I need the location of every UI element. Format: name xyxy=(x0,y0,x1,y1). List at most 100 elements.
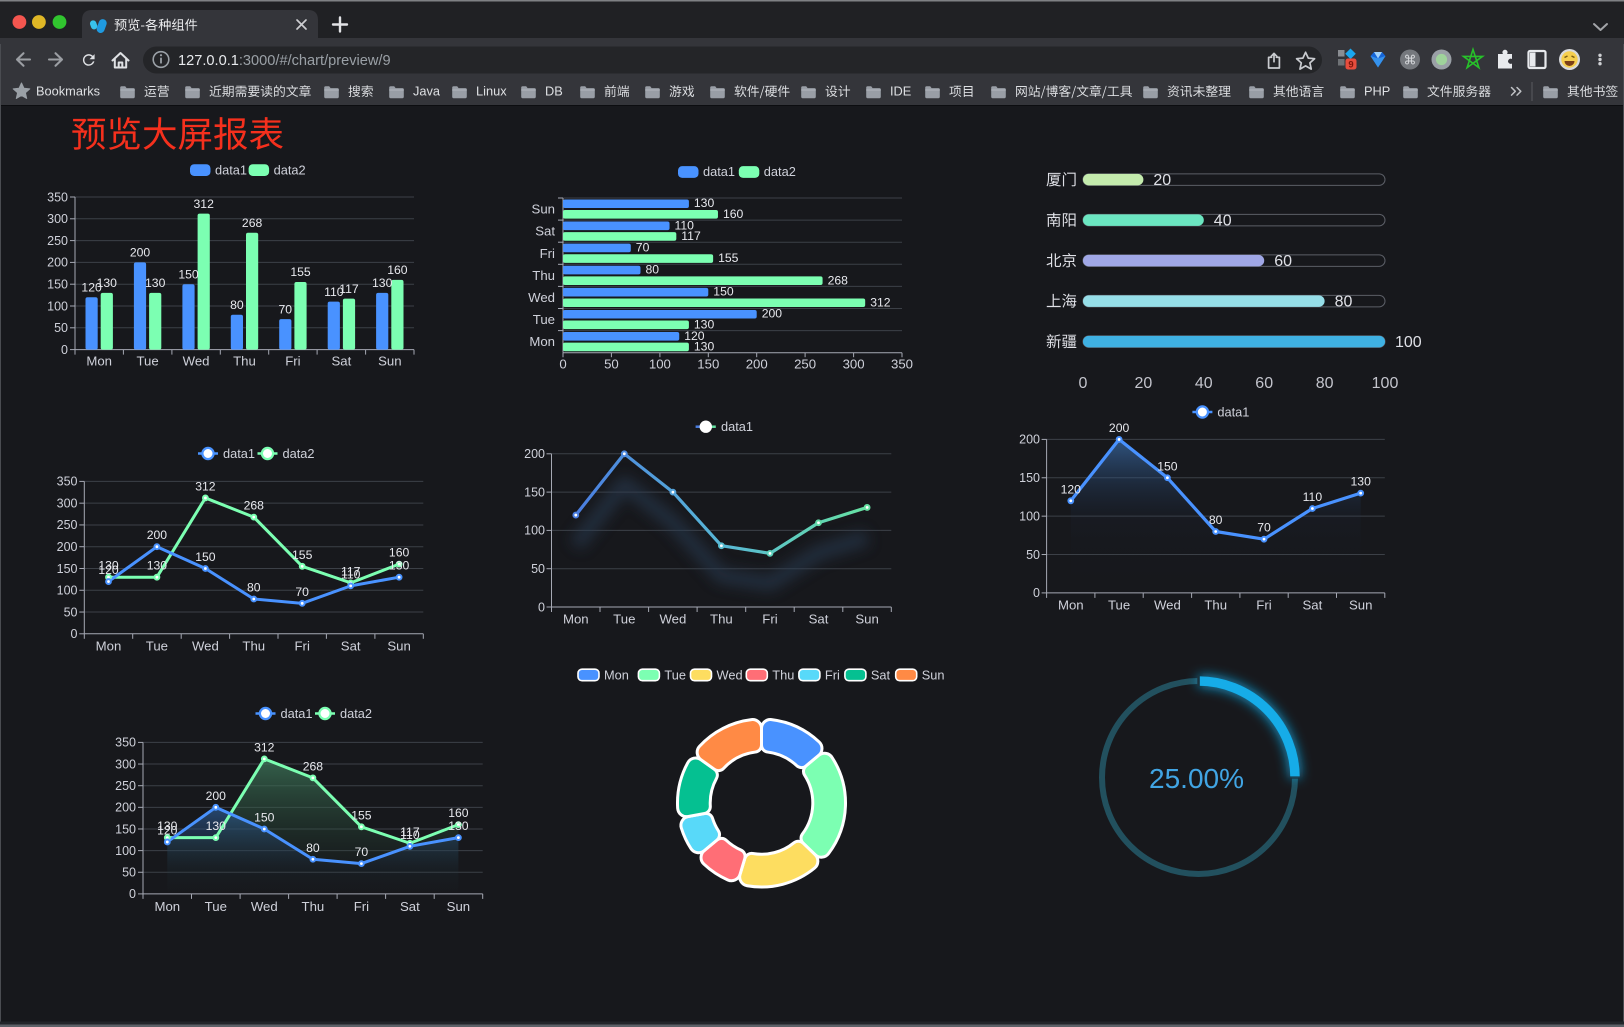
svg-text:130: 130 xyxy=(206,819,227,833)
svg-text:Linux: Linux xyxy=(476,84,507,99)
svg-text:0: 0 xyxy=(559,357,566,372)
svg-text:350: 350 xyxy=(47,190,68,204)
svg-text:110: 110 xyxy=(675,218,695,232)
svg-text:150: 150 xyxy=(524,485,545,499)
svg-text:110: 110 xyxy=(400,828,420,842)
svg-text:Sat: Sat xyxy=(1303,598,1323,613)
svg-text:Sat: Sat xyxy=(809,612,829,627)
svg-text:60: 60 xyxy=(1274,253,1292,270)
svg-text:127.0.0.1:3000/#/chart/preview: 127.0.0.1:3000/#/chart/preview/9 xyxy=(178,53,391,69)
svg-text:80: 80 xyxy=(1209,513,1223,527)
svg-text:130: 130 xyxy=(145,276,166,290)
svg-text:250: 250 xyxy=(47,234,68,248)
svg-text:150: 150 xyxy=(57,562,78,576)
svg-text:0: 0 xyxy=(71,627,78,641)
svg-text:268: 268 xyxy=(242,216,263,230)
svg-text:data2: data2 xyxy=(340,706,372,721)
svg-text:80: 80 xyxy=(230,298,244,312)
svg-text:Sun: Sun xyxy=(855,612,878,627)
svg-text:Wed: Wed xyxy=(251,899,278,914)
svg-text:200: 200 xyxy=(1019,433,1040,447)
svg-text:Sun: Sun xyxy=(922,667,945,682)
svg-text:80: 80 xyxy=(247,581,261,595)
svg-text:150: 150 xyxy=(713,285,734,299)
svg-text:Sun: Sun xyxy=(1349,598,1372,613)
svg-text:Sun: Sun xyxy=(532,202,555,217)
svg-text:Sat: Sat xyxy=(341,639,361,654)
svg-text:Sat: Sat xyxy=(332,354,352,369)
svg-text:120: 120 xyxy=(98,563,119,577)
svg-text:data1: data1 xyxy=(223,446,255,461)
svg-text:312: 312 xyxy=(254,740,275,754)
svg-text:110: 110 xyxy=(341,567,361,581)
svg-text:Tue: Tue xyxy=(664,667,686,682)
svg-text:50: 50 xyxy=(1026,548,1040,562)
svg-text:9: 9 xyxy=(1348,60,1353,71)
svg-text:150: 150 xyxy=(115,822,136,836)
svg-text:Fri: Fri xyxy=(354,899,369,914)
svg-text:130: 130 xyxy=(97,276,118,290)
svg-text:100: 100 xyxy=(1019,509,1040,523)
svg-text:130: 130 xyxy=(448,819,469,833)
svg-text:155: 155 xyxy=(290,265,311,279)
svg-text:Fri: Fri xyxy=(825,667,840,682)
svg-text:150: 150 xyxy=(1019,471,1040,485)
svg-text:120: 120 xyxy=(1061,482,1082,496)
svg-text:DB: DB xyxy=(545,84,563,99)
svg-text:250: 250 xyxy=(115,779,136,793)
svg-text:100: 100 xyxy=(1372,375,1399,392)
svg-text:data1: data1 xyxy=(281,706,313,721)
svg-text:117: 117 xyxy=(681,229,701,243)
svg-text:50: 50 xyxy=(64,605,78,619)
svg-text:20: 20 xyxy=(1135,375,1153,392)
svg-text:100: 100 xyxy=(1395,334,1422,351)
svg-text:130: 130 xyxy=(694,318,715,332)
svg-text:100: 100 xyxy=(649,357,671,372)
svg-text:⌘: ⌘ xyxy=(1404,52,1417,67)
svg-text:20: 20 xyxy=(1153,172,1171,189)
svg-text:Tue: Tue xyxy=(205,899,227,914)
svg-text:150: 150 xyxy=(178,267,199,281)
svg-text:130: 130 xyxy=(389,559,410,573)
svg-text:40: 40 xyxy=(1195,375,1213,392)
svg-text:Tue: Tue xyxy=(613,612,635,627)
svg-text:70: 70 xyxy=(295,585,309,599)
svg-text:0: 0 xyxy=(61,343,68,357)
svg-text:70: 70 xyxy=(1257,521,1271,535)
svg-text:Tue: Tue xyxy=(146,639,168,654)
svg-text:200: 200 xyxy=(115,801,136,815)
svg-text:70: 70 xyxy=(355,845,369,859)
svg-text:130: 130 xyxy=(1351,475,1372,489)
svg-text:100: 100 xyxy=(57,584,78,598)
svg-text:160: 160 xyxy=(387,263,408,277)
svg-text:155: 155 xyxy=(351,808,372,822)
svg-text:110: 110 xyxy=(1303,490,1323,504)
svg-text:Tue: Tue xyxy=(1108,598,1130,613)
svg-text:data2: data2 xyxy=(764,164,796,179)
svg-text:Wed: Wed xyxy=(1154,598,1181,613)
svg-text:IDE: IDE xyxy=(890,84,911,99)
svg-text:Sat: Sat xyxy=(871,667,891,682)
svg-text:60: 60 xyxy=(1255,375,1273,392)
svg-text:200: 200 xyxy=(206,789,227,803)
svg-text:Tue: Tue xyxy=(533,312,555,327)
svg-text:data1: data1 xyxy=(721,419,753,434)
svg-text:155: 155 xyxy=(292,548,313,562)
svg-text:150: 150 xyxy=(1157,459,1178,473)
svg-text:117: 117 xyxy=(339,282,359,296)
svg-text:data2: data2 xyxy=(283,446,315,461)
svg-text:Fri: Fri xyxy=(540,246,555,261)
svg-text:Mon: Mon xyxy=(563,612,589,627)
svg-text:0: 0 xyxy=(538,600,545,614)
svg-text:Wed: Wed xyxy=(528,290,555,305)
svg-text:70: 70 xyxy=(636,240,650,254)
svg-text:200: 200 xyxy=(57,540,78,554)
svg-text:Thu: Thu xyxy=(1204,598,1227,613)
svg-text:200: 200 xyxy=(147,528,168,542)
svg-text:Wed: Wed xyxy=(183,354,210,369)
svg-text:200: 200 xyxy=(130,246,151,260)
svg-text:120: 120 xyxy=(157,824,178,838)
svg-text:200: 200 xyxy=(762,307,783,321)
svg-text:300: 300 xyxy=(843,357,865,372)
svg-text:200: 200 xyxy=(524,447,545,461)
